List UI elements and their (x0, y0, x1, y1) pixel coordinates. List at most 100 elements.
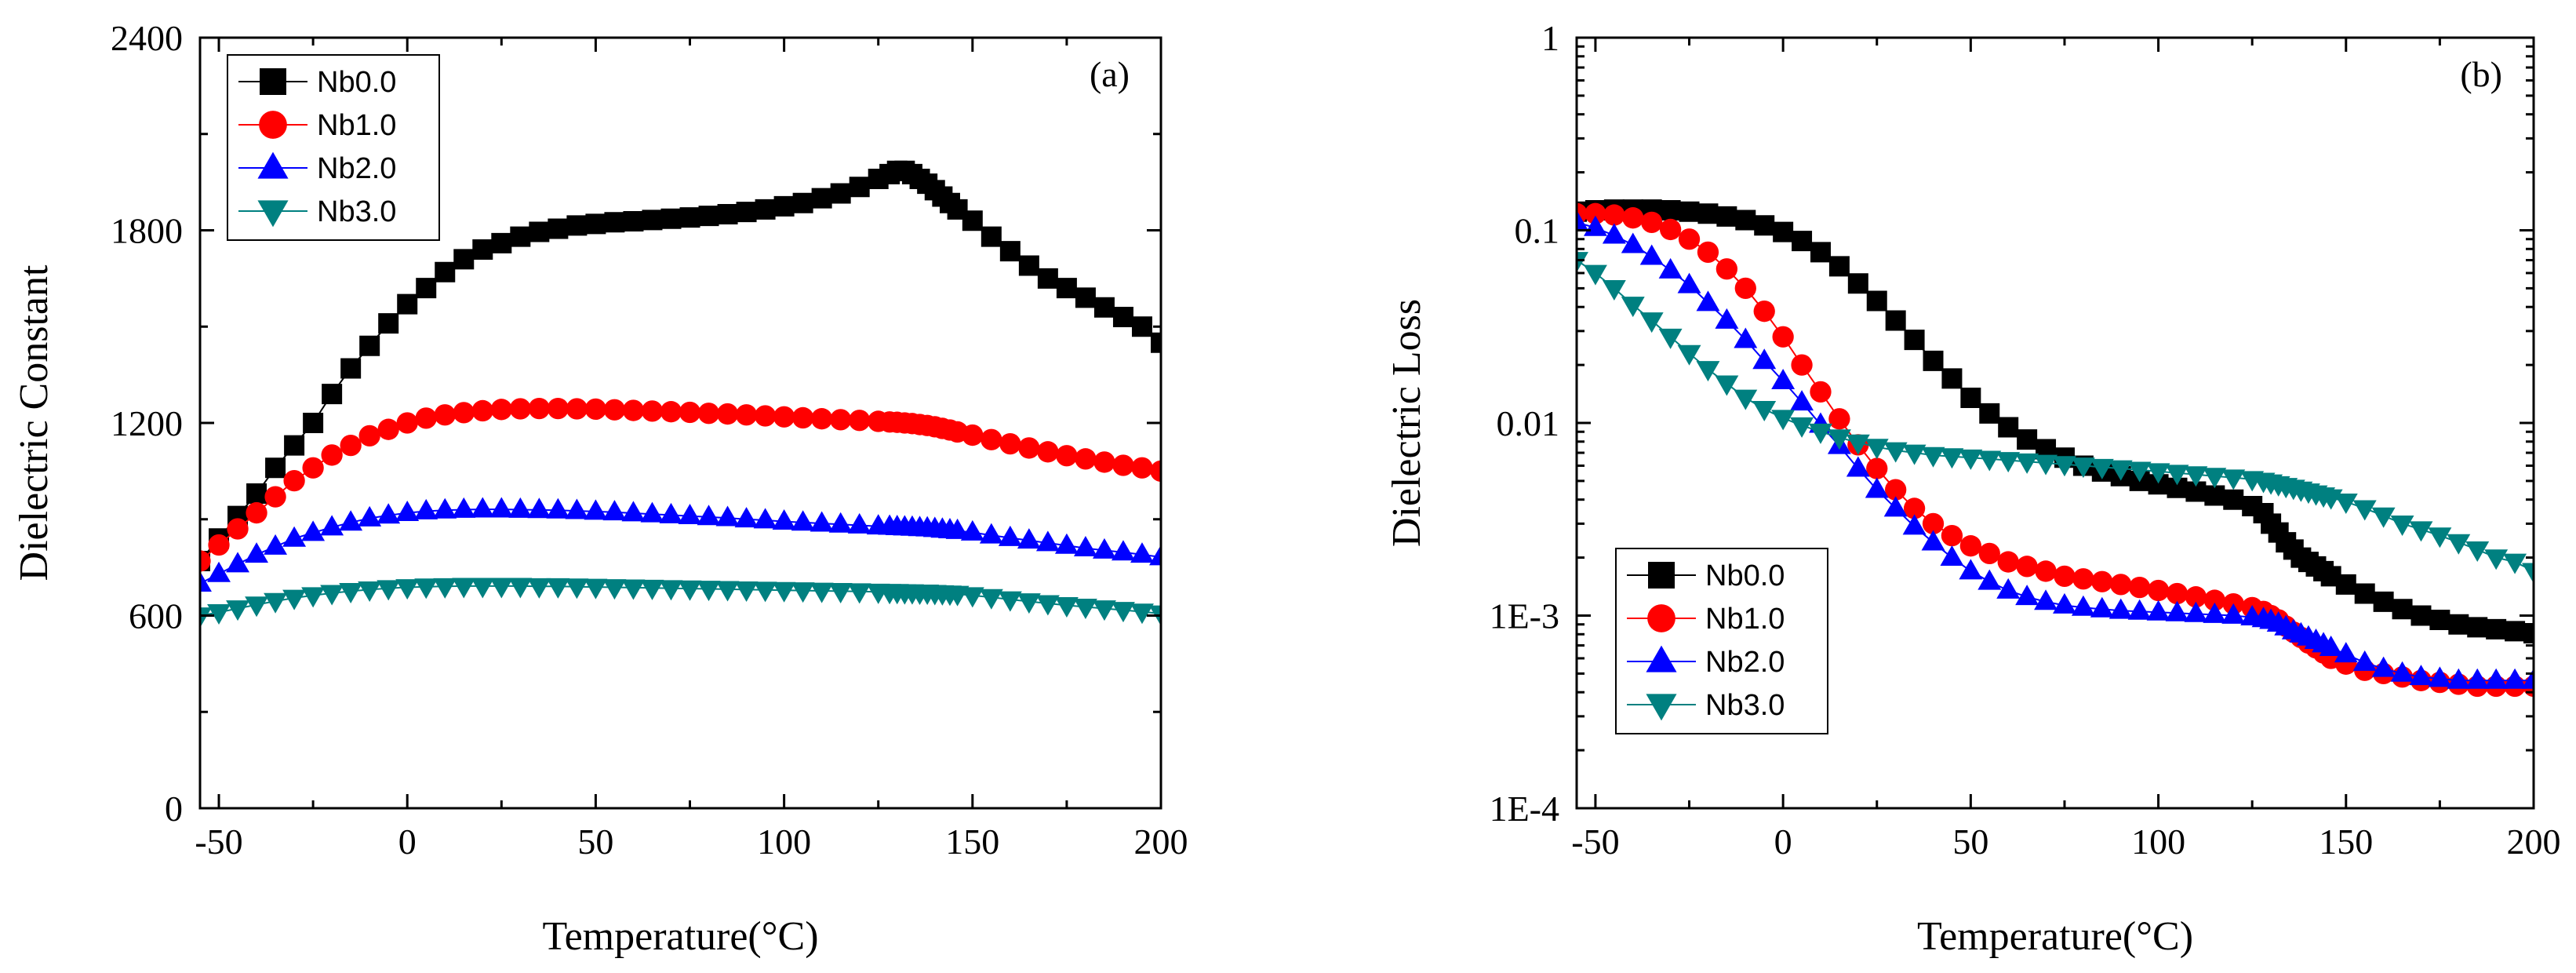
data-point (622, 399, 645, 421)
data-point (2203, 602, 2227, 623)
data-point (1902, 444, 1927, 465)
data-point (227, 518, 249, 540)
y-tick-label: 2400 (111, 18, 183, 58)
x-tick-label: 50 (577, 822, 613, 862)
data-point (2148, 474, 2169, 495)
data-point (264, 534, 288, 555)
data-point (1678, 228, 1701, 250)
data-point (999, 432, 1021, 455)
y-tick-label: 1800 (111, 211, 183, 251)
data-point (962, 210, 983, 231)
legend-item-nb1-0: Nb1.0 (238, 109, 396, 142)
series-line (200, 585, 1161, 617)
series-nb0-0 (1577, 199, 2534, 643)
data-point (340, 434, 362, 457)
data-point (339, 510, 363, 531)
data-point (1056, 278, 1077, 299)
data-point (207, 604, 231, 625)
data-point (396, 412, 418, 434)
y-axis-title: Dielectric Constant (12, 264, 56, 581)
data-point (1112, 306, 1133, 327)
data-point (226, 600, 249, 621)
data-point (226, 552, 249, 573)
data-point (207, 561, 231, 582)
data-point (2484, 668, 2509, 689)
data-point (282, 526, 307, 547)
data-point (1130, 603, 1154, 625)
data-point (2034, 454, 2058, 476)
data-point (1827, 429, 1851, 450)
data-point (1940, 545, 1964, 566)
data-point (979, 589, 1003, 610)
data-point (1883, 496, 1908, 517)
data-point (1977, 569, 2002, 590)
data-point (2448, 614, 2469, 635)
data-point (1866, 290, 1887, 312)
data-point (1602, 280, 1626, 301)
data-point (2015, 453, 2039, 474)
data-point (2486, 618, 2507, 640)
data-point (2203, 589, 2225, 611)
data-point (2090, 596, 2114, 618)
x-tick-label: -50 (1571, 822, 1619, 862)
data-point (660, 208, 682, 229)
data-point (791, 582, 815, 603)
data-point (2392, 599, 2413, 620)
data-point (602, 500, 627, 521)
data-point (849, 177, 870, 198)
data-point (358, 581, 382, 602)
data-point (1792, 231, 1813, 252)
data-point (1151, 332, 1161, 353)
data-point (810, 511, 834, 532)
data-point (2503, 668, 2527, 689)
data-point (1959, 559, 1983, 580)
data-point (1658, 328, 1683, 349)
data-point (546, 578, 570, 599)
data-point (584, 499, 608, 520)
legend-label: Nb0.0 (317, 66, 396, 99)
data-point (1846, 434, 1870, 455)
legend-label: Nb3.0 (1705, 689, 1785, 722)
data-point (755, 199, 776, 220)
data-point (339, 583, 363, 604)
data-point (452, 497, 476, 518)
x-tick-label: 150 (945, 822, 999, 862)
data-point (1754, 215, 1775, 236)
data-point (1622, 207, 1644, 229)
data-point (981, 428, 1002, 450)
data-point (2167, 477, 2188, 498)
data-point (2522, 668, 2534, 689)
data-point (717, 204, 738, 225)
data-point (200, 607, 212, 629)
data-point (736, 202, 757, 223)
data-point (2108, 460, 2133, 481)
data-point (1904, 330, 1925, 351)
data-point (1577, 252, 1588, 273)
data-point (301, 520, 326, 541)
data-point (1696, 290, 1720, 312)
data-point (433, 497, 457, 519)
data-point (2221, 603, 2246, 624)
data-point (1735, 210, 1756, 231)
series-nb2-0 (200, 497, 1161, 592)
data-point (698, 206, 719, 227)
data-point (1978, 542, 2000, 565)
legend-label: Nb3.0 (317, 195, 396, 228)
data-point (1583, 264, 1607, 286)
data-point (2090, 458, 2114, 479)
data-point (1809, 423, 1832, 444)
data-point (1885, 479, 1907, 501)
data-point (659, 580, 683, 601)
data-point (1056, 445, 1078, 467)
data-point (566, 215, 588, 236)
data-point (1883, 442, 1908, 463)
data-point (264, 592, 288, 614)
data-point (641, 400, 664, 422)
data-point (1035, 595, 1060, 616)
data-point (1054, 597, 1079, 618)
data-point (1603, 204, 1625, 226)
data-point (772, 581, 796, 603)
data-point (452, 578, 476, 599)
data-point (200, 550, 211, 572)
